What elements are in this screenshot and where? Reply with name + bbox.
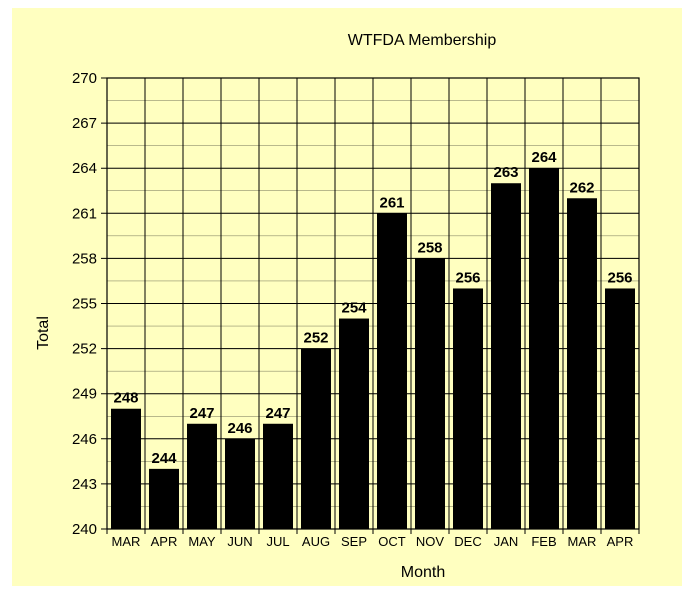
chart-container: WTFDA Membership 240 243 246 249 252 255 258 26… [12,8,682,586]
x-tick-label: MAR [568,534,597,549]
data-labels: 248 244 247 246 247 252 254 261 258 256 263 264 262 2… [113,149,632,467]
plot-border [106,77,640,530]
x-tick-label: JAN [494,534,519,549]
bar [225,438,255,529]
data-label: 247 [265,405,290,422]
y-tick-label: 243 [72,476,97,493]
x-axis-ticks: MAR APR MAY JUN JUL AUG SEP OCT NOV DEC JAN FEB MAR A… [112,534,634,549]
bar [377,213,407,530]
data-label: 263 [493,164,518,181]
y-tick-label: 246 [72,431,97,448]
data-label: 248 [113,390,138,407]
x-tick-label: OCT [378,534,406,549]
y-tick-label: 252 [72,341,97,358]
x-tick-label: NOV [416,534,445,549]
x-tick-label: MAR [112,534,141,549]
x-tick-label: FEB [531,534,556,549]
bar [453,288,483,529]
bars [111,168,635,530]
bar [149,468,179,529]
x-tick-label: MAY [188,534,216,549]
data-label: 256 [607,269,632,286]
chart-title: WTFDA Membership [348,32,497,49]
y-axis-label: Total [35,316,52,350]
x-tick-label: SEP [341,534,367,549]
x-tick-label: JUL [266,534,289,549]
y-tick-label: 270 [72,70,97,87]
y-tick-label: 249 [72,386,97,403]
data-label: 264 [531,149,557,166]
data-label: 244 [151,450,177,467]
x-tick-label: APR [607,534,634,549]
data-label: 262 [569,179,594,196]
y-tick-label: 258 [72,250,97,267]
y-tick-label: 240 [72,521,97,538]
bar-chart: WTFDA Membership 240 243 246 249 252 255 258 26… [35,32,640,581]
y-tick-label: 261 [72,205,97,222]
data-label: 256 [455,269,480,286]
x-axis-label: Month [401,564,445,581]
bar [263,423,293,529]
y-tick-label: 255 [72,296,97,313]
data-label: 254 [341,300,367,317]
bar [529,168,559,529]
data-label: 252 [303,330,328,347]
bar [111,408,141,529]
bar [567,198,597,529]
bar [187,423,217,529]
y-tick-label: 267 [72,115,97,132]
x-tick-label: APR [151,534,178,549]
data-label: 261 [379,194,404,211]
data-label: 246 [227,420,252,437]
data-label: 247 [189,405,214,422]
x-tick-label: DEC [454,534,481,549]
x-tick-label: JUN [227,534,252,549]
bar [415,258,445,529]
bar [339,318,369,529]
bar [491,183,521,529]
y-axis-ticks: 240 243 246 249 252 255 258 261 264 267 270 [72,70,97,538]
bar [301,348,331,529]
bar [605,288,635,529]
y-tick-label: 264 [72,160,97,177]
data-label: 258 [417,239,442,256]
x-tick-label: AUG [302,534,330,549]
